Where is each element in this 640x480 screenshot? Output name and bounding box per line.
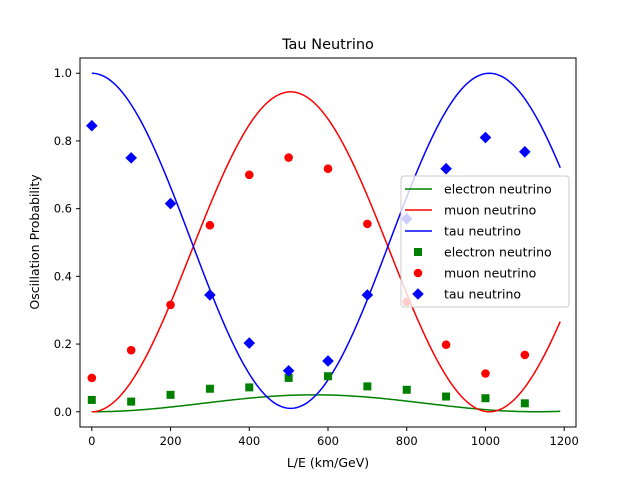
muon-neutrino-point bbox=[363, 219, 372, 229]
electron-neutrino-point bbox=[363, 382, 372, 391]
electron-neutrino-point bbox=[87, 395, 96, 404]
tau-neutrino-point bbox=[282, 365, 295, 377]
y-tick-label: 0.6 bbox=[54, 202, 72, 216]
muon-neutrino-point bbox=[284, 153, 293, 162]
y-tick-label: 0.2 bbox=[54, 337, 72, 351]
y-tick-label: 0.4 bbox=[54, 269, 72, 283]
tau-neutrino-point bbox=[322, 355, 334, 367]
muon-neutrino-point bbox=[323, 164, 333, 173]
x-axis-label: L/E (km/GeV) bbox=[287, 455, 369, 470]
muon-neutrino-point bbox=[126, 345, 136, 355]
legend-swatch-muon-neutrino-marker bbox=[413, 268, 423, 278]
y-tick-label: 0.8 bbox=[54, 134, 72, 148]
tau-neutrino-point bbox=[361, 289, 374, 301]
legend: electron neutrino muon neutrino tau neutri… bbox=[400, 175, 570, 308]
muon-neutrino-point bbox=[520, 350, 530, 360]
electron-neutrino-point bbox=[245, 383, 254, 392]
legend-swatch-tau-neutrino-marker bbox=[412, 288, 424, 300]
tau-neutrino-point bbox=[204, 289, 216, 301]
tau-neutrino-point bbox=[164, 197, 177, 210]
x-tick-label: 200 bbox=[160, 434, 182, 448]
electron-neutrino-point bbox=[520, 399, 529, 408]
tau-neutrino-point bbox=[86, 119, 98, 132]
tau-neutrino-curve bbox=[91, 72, 561, 410]
y-tick-label: 0.0 bbox=[54, 405, 72, 419]
legend-label: electron neutrino bbox=[444, 245, 552, 260]
muon-neutrino-point bbox=[166, 300, 175, 310]
legend-label: muon neutrino bbox=[444, 266, 536, 281]
electron-neutrino-point bbox=[205, 384, 214, 393]
tau-neutrino-point bbox=[519, 145, 531, 158]
x-tick-label: 1000 bbox=[471, 434, 500, 448]
electron-neutrino-point bbox=[402, 385, 411, 394]
x-axis: 0 200 400 600 800 1000 1200 bbox=[88, 427, 579, 448]
x-tick-label: 400 bbox=[238, 434, 260, 448]
tau-neutrino-point bbox=[125, 152, 137, 164]
x-tick-label: 600 bbox=[317, 434, 339, 448]
y-tick-label: 1.0 bbox=[54, 66, 72, 80]
tau-neutrino-point bbox=[440, 162, 452, 175]
electron-neutrino-point bbox=[324, 372, 332, 381]
chart-title: Tau Neutrino bbox=[281, 37, 374, 53]
x-tick-label: 0 bbox=[88, 434, 95, 448]
x-tick-label: 800 bbox=[396, 434, 418, 448]
legend-label: muon neutrino bbox=[444, 203, 536, 218]
muon-neutrino-point bbox=[244, 170, 254, 180]
muon-neutrino-point bbox=[205, 220, 215, 230]
muon-neutrino-point bbox=[481, 369, 490, 378]
muon-neutrino-point bbox=[441, 340, 451, 350]
y-axis-label: Oscillation Probability bbox=[27, 174, 42, 310]
y-axis: 0.0 0.2 0.4 0.6 0.8 1.0 bbox=[54, 66, 80, 419]
electron-neutrino-curve bbox=[91, 394, 561, 413]
legend-label: tau neutrino bbox=[444, 224, 521, 239]
tau-neutrino-point bbox=[479, 131, 492, 144]
electron-neutrino-point bbox=[481, 394, 490, 403]
electron-neutrino-point bbox=[166, 390, 175, 399]
electron-neutrino-point bbox=[442, 392, 451, 401]
x-tick-label: 1200 bbox=[550, 434, 579, 448]
legend-swatch-electron-neutrino-marker bbox=[414, 248, 422, 256]
muon-neutrino-point bbox=[87, 373, 97, 383]
legend-label: electron neutrino bbox=[444, 182, 552, 197]
electron-neutrino-point bbox=[127, 397, 136, 406]
legend-box bbox=[400, 175, 570, 308]
electron-neutrino-point bbox=[284, 373, 293, 382]
tau-neutrino-point bbox=[243, 337, 256, 349]
legend-label: tau neutrino bbox=[444, 287, 521, 302]
